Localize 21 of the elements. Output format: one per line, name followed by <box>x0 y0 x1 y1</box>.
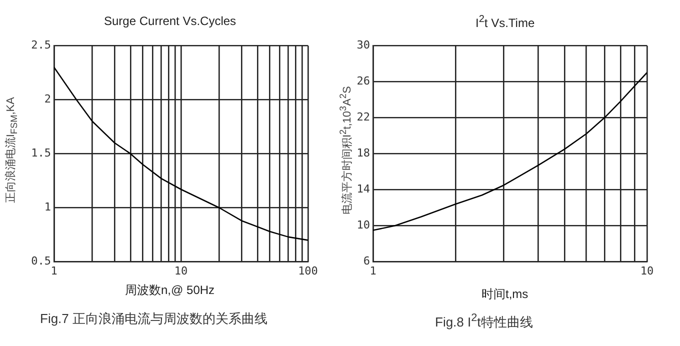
chart-title: I$^{2}$t Vs.Time <box>476 14 535 30</box>
y-tick-label: 1.5 <box>31 146 51 160</box>
y-tick-label: 26 <box>356 74 370 88</box>
chart-title: Surge Current Vs.Cycles <box>104 14 236 28</box>
y-tick-label: 2 <box>44 92 51 106</box>
y-tick-label: 22 <box>356 110 370 124</box>
y-tick-label: 2.5 <box>31 38 51 52</box>
x-tick-label: 10 <box>174 264 188 278</box>
y-tick-label: 10 <box>356 218 370 232</box>
y-tick-label: 30 <box>356 38 370 52</box>
y-tick-label: 14 <box>356 182 370 196</box>
y-tick-label: 0.5 <box>31 254 51 268</box>
x-axis-title: 周波数n,@ 50Hz <box>125 282 215 299</box>
y-tick-label: 1 <box>44 200 51 214</box>
caption: Fig.8 I$^{2}$t特性曲线 <box>435 312 533 332</box>
caption: Fig.7 正向浪涌电流与周波数的关系曲线 <box>40 310 268 328</box>
x-axis-title: 时间t,ms <box>482 286 528 303</box>
x-tick-label: 10 <box>640 264 654 278</box>
y-tick-label: 6 <box>363 254 370 268</box>
y-tick-label: 18 <box>356 146 370 160</box>
x-tick-label: 100 <box>298 264 318 278</box>
